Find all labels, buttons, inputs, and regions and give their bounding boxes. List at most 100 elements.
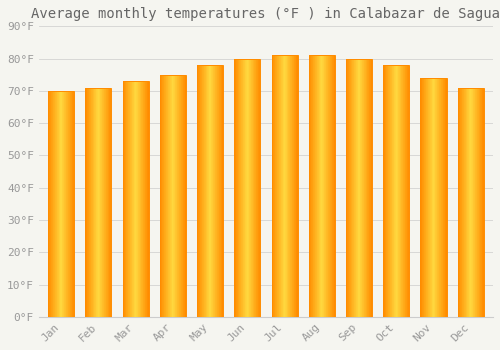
Bar [52,91,54,317]
Bar [108,88,109,317]
Bar [202,65,203,317]
Bar [327,55,328,317]
Bar [140,81,141,317]
Bar [399,65,400,317]
Bar [146,81,148,317]
Bar [318,55,319,317]
Bar [460,88,461,317]
Bar [131,81,132,317]
Bar [216,65,217,317]
Bar [394,65,395,317]
Bar [291,55,292,317]
Bar [107,88,108,317]
Bar [253,58,254,317]
Bar [293,55,294,317]
Bar [86,88,88,317]
Bar [170,75,171,317]
Bar [180,75,182,317]
Bar [397,65,398,317]
Bar [111,88,112,317]
Bar [365,58,366,317]
Bar [129,81,130,317]
Bar [62,91,63,317]
Bar [246,58,248,317]
Bar [396,65,397,317]
Bar [427,78,428,317]
Bar [139,81,140,317]
Bar [296,55,297,317]
Bar [161,75,162,317]
Bar [209,65,210,317]
Bar [176,75,177,317]
Bar [58,91,59,317]
Bar [244,58,246,317]
Bar [65,91,66,317]
Bar [323,55,324,317]
Bar [356,58,357,317]
Bar [434,78,435,317]
Bar [383,65,384,317]
Bar [369,58,370,317]
Bar [210,65,212,317]
Bar [294,55,295,317]
Bar [312,55,314,317]
Bar [197,65,198,317]
Bar [354,58,355,317]
Bar [423,78,424,317]
Bar [317,55,318,317]
Bar [461,88,462,317]
Bar [143,81,144,317]
Bar [285,55,286,317]
Bar [463,88,464,317]
Bar [346,58,348,317]
Bar [184,75,185,317]
Bar [204,65,205,317]
Bar [478,88,479,317]
Bar [103,88,104,317]
Bar [334,55,335,317]
Bar [64,91,65,317]
Bar [392,65,393,317]
Bar [367,58,368,317]
Bar [459,88,460,317]
Bar [248,58,250,317]
Bar [128,81,129,317]
Bar [430,78,431,317]
Bar [122,81,148,317]
Bar [91,88,92,317]
Bar [468,88,469,317]
Bar [283,55,284,317]
Bar [197,65,223,317]
Bar [280,55,281,317]
Bar [254,58,255,317]
Bar [97,88,98,317]
Bar [310,55,312,317]
Bar [110,88,111,317]
Bar [387,65,388,317]
Bar [384,65,385,317]
Bar [362,58,363,317]
Bar [218,65,219,317]
Bar [467,88,468,317]
Bar [56,91,57,317]
Title: Average monthly temperatures (°F ) in Calabazar de Sagua: Average monthly temperatures (°F ) in Ca… [32,7,500,21]
Bar [259,58,260,317]
Bar [421,78,422,317]
Bar [105,88,106,317]
Bar [95,88,96,317]
Bar [73,91,74,317]
Bar [483,88,484,317]
Bar [171,75,172,317]
Bar [137,81,138,317]
Bar [435,78,436,317]
Bar [256,58,257,317]
Bar [212,65,214,317]
Bar [462,88,463,317]
Bar [324,55,325,317]
Bar [322,55,323,317]
Bar [325,55,326,317]
Bar [481,88,482,317]
Bar [206,65,207,317]
Bar [136,81,137,317]
Bar [239,58,240,317]
